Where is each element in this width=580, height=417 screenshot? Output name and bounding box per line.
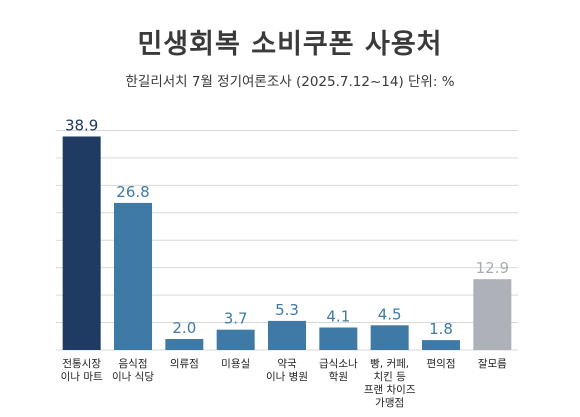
bar bbox=[473, 279, 512, 350]
bar bbox=[319, 327, 358, 350]
data-label: 38.9 bbox=[65, 116, 98, 134]
category-label: 의류점 bbox=[170, 358, 199, 370]
data-label: 4.5 bbox=[378, 305, 402, 323]
data-label: 4.1 bbox=[326, 307, 350, 325]
bar bbox=[370, 325, 409, 350]
data-label: 2.0 bbox=[172, 319, 196, 337]
chart-subtitle: 한길리서치 7월 정기여론조사 (2025.7.12~14) 단위: % bbox=[125, 74, 455, 90]
data-label: 5.3 bbox=[275, 301, 299, 319]
category-label: 미용실 bbox=[221, 358, 250, 370]
bar bbox=[114, 202, 152, 350]
chart-title: 민생회복 소비쿠폰 사용처 bbox=[137, 29, 443, 60]
bar bbox=[268, 320, 306, 350]
data-label: 1.8 bbox=[429, 320, 453, 338]
bar bbox=[216, 329, 255, 350]
bar bbox=[62, 136, 101, 350]
category-label: 전통시장 이나 마트 bbox=[61, 358, 103, 383]
bar bbox=[165, 339, 204, 350]
category-label: 급식소나 학원 bbox=[319, 358, 358, 383]
category-label: 편의점 bbox=[427, 357, 456, 370]
category-label: 음식점 이나 식당 bbox=[112, 358, 154, 383]
data-label: 3.7 bbox=[224, 310, 248, 328]
data-label: 12.9 bbox=[476, 259, 509, 277]
bar bbox=[422, 340, 460, 350]
data-label: 26.8 bbox=[116, 183, 149, 201]
category-label: 빵, 커페, 치킨 등 프랜 차이즈 가맹점 bbox=[364, 358, 416, 409]
category-label: 약국 이나 병원 bbox=[266, 358, 308, 383]
category-label: 잘모름 bbox=[478, 358, 507, 370]
